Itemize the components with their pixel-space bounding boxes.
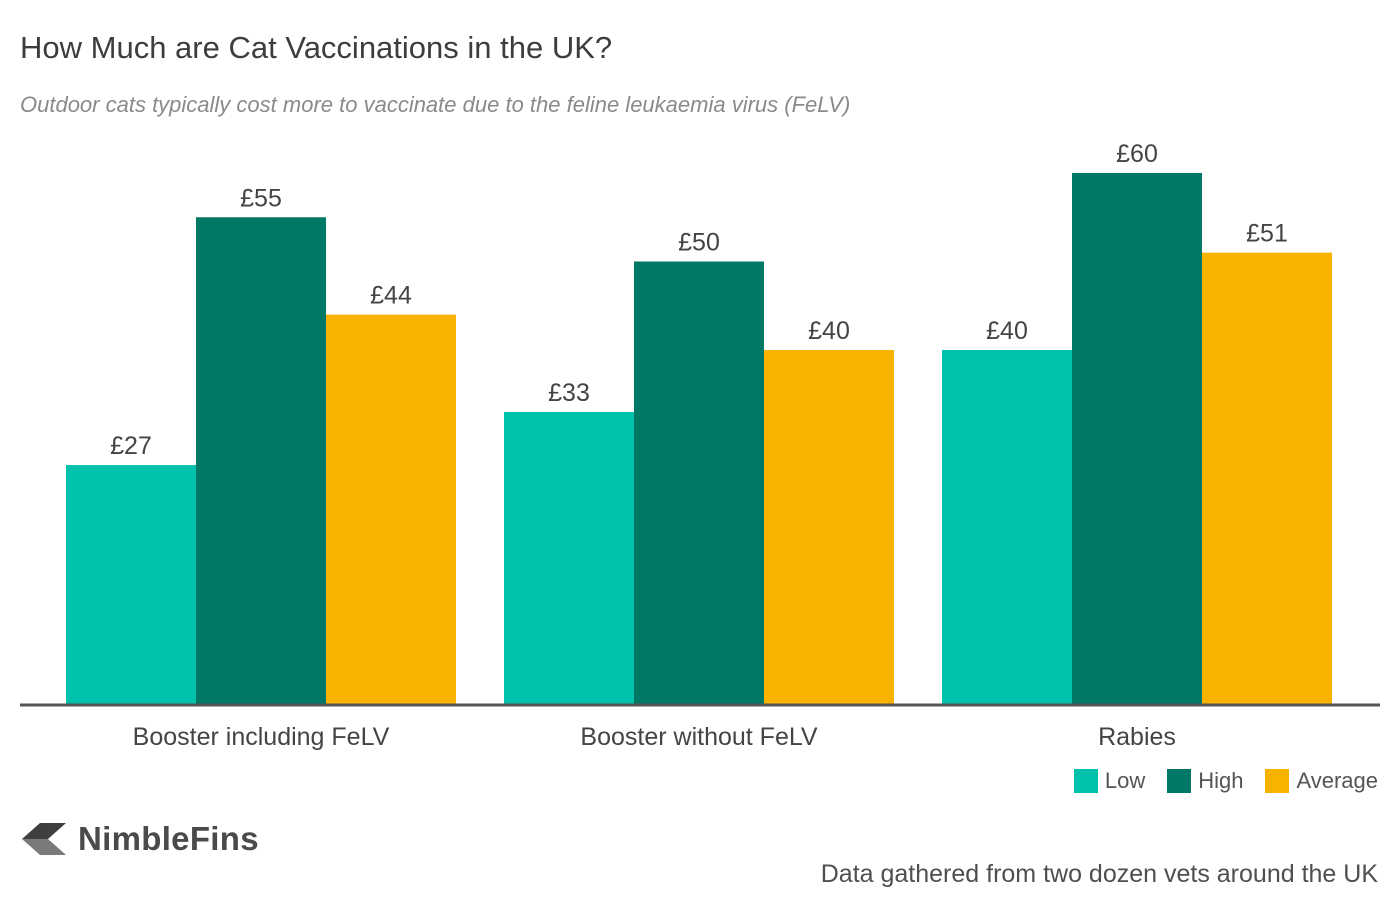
brand-name: NimbleFins: [78, 820, 259, 857]
bar-high-2: [634, 261, 764, 704]
data-label-high-3: £60: [1116, 140, 1158, 168]
legend-label-low: Low: [1104, 768, 1146, 793]
bar-average-3: [1202, 252, 1332, 704]
legend-item-high: High: [1167, 768, 1243, 794]
legend-label-average: Average: [1296, 768, 1378, 793]
data-label-average-1: £44: [370, 282, 412, 310]
source-note: Data gathered from two dozen vets around…: [820, 860, 1378, 888]
bar-high-1: [196, 217, 326, 704]
data-label-high-1: £55: [240, 184, 282, 212]
legend-item-average: Average: [1265, 768, 1378, 794]
legend-item-low: Low: [1073, 768, 1146, 794]
legend-swatch-high: [1167, 769, 1192, 793]
data-label-average-2: £40: [808, 317, 850, 345]
chart-subtitle: Outdoor cats typically cost more to vacc…: [20, 92, 851, 117]
legend-swatch-low: [1073, 769, 1098, 793]
x-tick-label-3: Rabies: [1098, 723, 1176, 751]
brand-logo: NimbleFins: [20, 820, 259, 858]
chevron-left-icon: [22, 823, 66, 855]
bar-low-2: [504, 411, 634, 704]
data-label-low-1: £27: [110, 432, 152, 460]
bar-average-2: [764, 350, 894, 704]
bar-average-1: [326, 314, 456, 704]
bar-high-3: [1072, 173, 1202, 704]
legend-swatch-average: [1265, 769, 1290, 793]
bar-low-3: [942, 350, 1072, 704]
data-label-high-2: £50: [678, 229, 720, 257]
data-label-average-3: £51: [1246, 220, 1288, 248]
bar-low-1: [66, 465, 196, 704]
data-label-low-2: £33: [548, 379, 590, 407]
data-label-low-3: £40: [986, 317, 1028, 345]
legend: Low High Average: [1073, 768, 1378, 794]
x-tick-label-2: Booster without FeLV: [580, 723, 817, 751]
chart-title: How Much are Cat Vaccinations in the UK?: [20, 30, 613, 65]
legend-label-high: High: [1198, 768, 1244, 793]
x-tick-label-1: Booster including FeLV: [133, 723, 390, 751]
